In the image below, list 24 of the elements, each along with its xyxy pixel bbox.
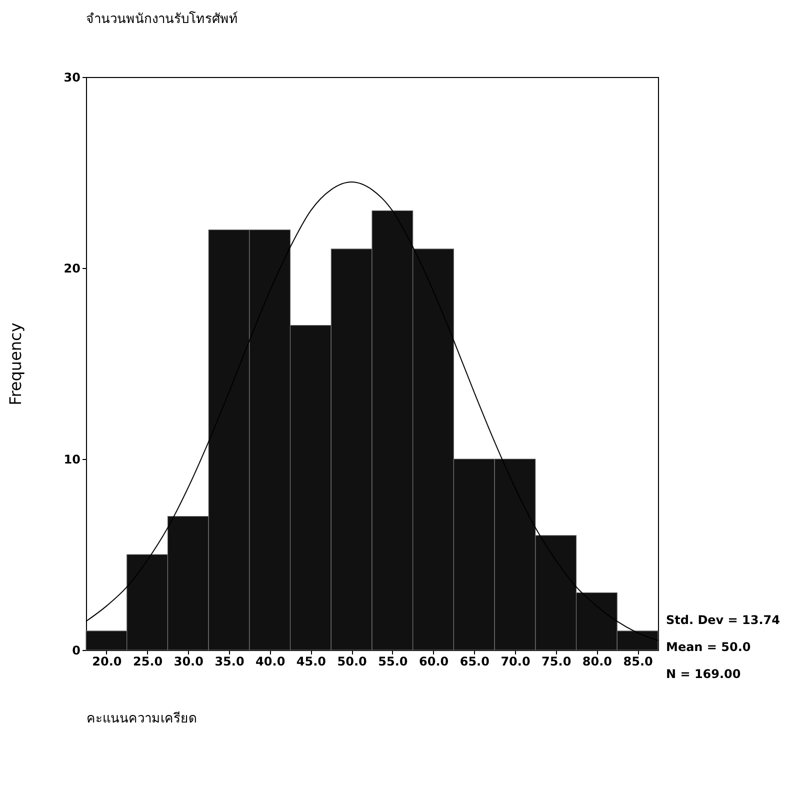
x-tick-label: 85.0 bbox=[623, 654, 653, 668]
text: Std. Dev = 13.74 bbox=[666, 613, 780, 627]
x-tick-label: 75.0 bbox=[542, 654, 572, 668]
x-tick-label: 55.0 bbox=[378, 654, 408, 668]
y-tick-label: 30 bbox=[64, 70, 80, 84]
x-tick-label: 70.0 bbox=[500, 654, 530, 668]
x-axis-title: คะแนนความเครียด bbox=[86, 710, 196, 726]
x-tick-label: 30.0 bbox=[174, 654, 204, 668]
x-tick-label: 80.0 bbox=[582, 654, 612, 668]
chart-title: จำนวนพนักงานรับโทรศัพท์ bbox=[86, 11, 238, 27]
x-tick-label: 35.0 bbox=[214, 654, 244, 668]
x-tick-label: 20.0 bbox=[92, 654, 122, 668]
x-tick-label: 65.0 bbox=[460, 654, 490, 668]
x-tick-label: 50.0 bbox=[337, 654, 367, 668]
x-tick-label: 25.0 bbox=[132, 654, 163, 668]
y-tick-label: 20 bbox=[64, 262, 80, 276]
x-tick-label: 40.0 bbox=[256, 654, 286, 668]
y-tick-label: 0 bbox=[72, 644, 80, 658]
text: N = 169.00 bbox=[666, 667, 741, 681]
y-axis-title: Frequency bbox=[6, 322, 25, 406]
x-tick-label: 60.0 bbox=[418, 654, 449, 668]
y-tick-label: 10 bbox=[64, 452, 80, 466]
x-tick-label: 45.0 bbox=[296, 654, 326, 668]
text: Mean = 50.0 bbox=[666, 640, 751, 654]
